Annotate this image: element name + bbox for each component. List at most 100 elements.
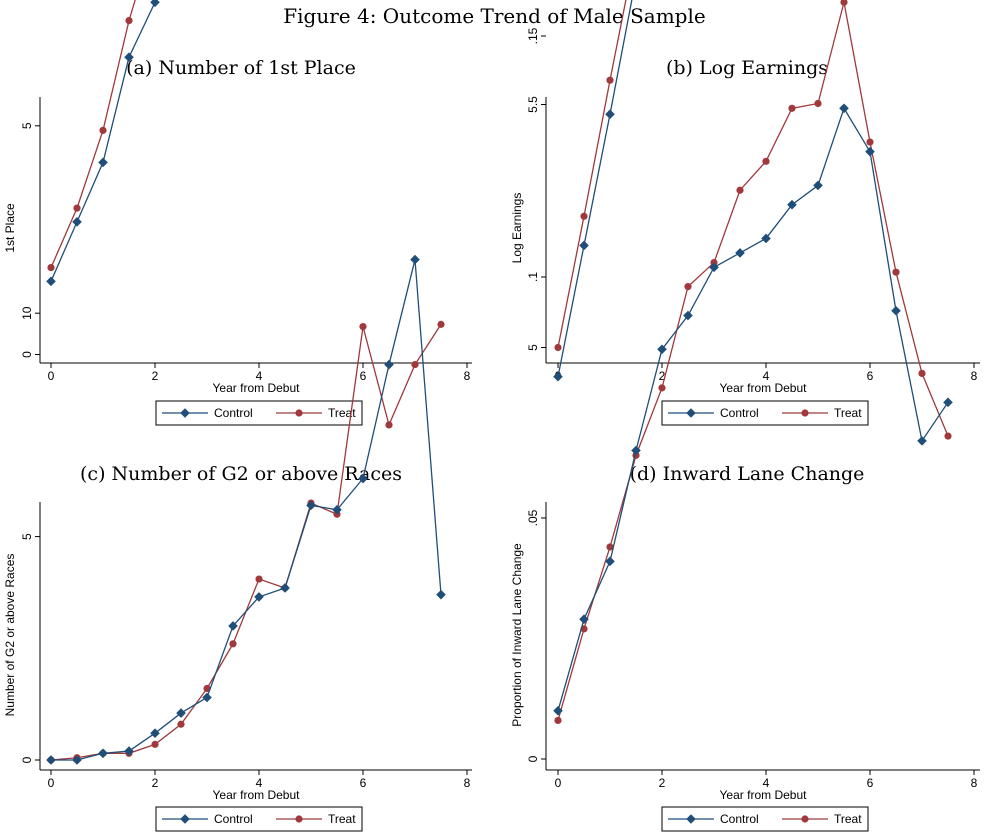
treat-point: [866, 138, 874, 146]
x-tick-label: 4: [256, 369, 263, 383]
legend-treat-marker: [295, 815, 303, 823]
treat-point: [125, 16, 133, 25]
x-tick-label: 8: [464, 776, 471, 790]
panel-c-title: (c) Number of G2 or above Races: [80, 463, 402, 485]
figure-title: Figure 4: Outcome Trend of Male Sample: [283, 4, 706, 28]
x-tick-label: 2: [659, 369, 666, 383]
series-line-control: [557, 106, 949, 711]
treat-point: [710, 258, 718, 267]
control-point: [579, 614, 589, 625]
legend-control-marker: [686, 408, 696, 418]
legend-treat-label: Treat: [834, 406, 862, 420]
x-tick-label: 6: [867, 369, 874, 383]
control-point: [228, 621, 238, 631]
x-tick-label: 4: [763, 369, 770, 383]
control-point: [98, 748, 108, 759]
treat-point: [944, 432, 952, 440]
control-point: [553, 371, 563, 382]
x-tick-label: 2: [152, 369, 159, 383]
y-axis-label: Number of G2 or above Races: [3, 554, 17, 717]
treat-point: [203, 684, 211, 693]
control-point: [306, 500, 316, 511]
y-axis-label: Proportion of Inward Lane Change: [510, 543, 524, 727]
control-point: [579, 240, 589, 251]
x-tick-label: 0: [48, 776, 55, 790]
control-point: [332, 504, 342, 515]
control-point: [202, 692, 212, 703]
series-line-control: [557, 0, 633, 377]
control-point: [657, 344, 667, 355]
control-point: [254, 592, 264, 602]
control-point: [787, 199, 797, 210]
treat-point: [385, 421, 393, 429]
legend-treat-marker: [801, 409, 809, 417]
control-point: [98, 157, 108, 168]
control-point: [917, 436, 927, 446]
y-tick-label: 5: [526, 344, 540, 351]
treat-point: [151, 740, 159, 748]
plot-panel-3: 0 .05 .1 .15 0 2 4 6 8 Year from Debut Proportion …: [510, 0, 980, 832]
y-tick-label: 10: [20, 306, 34, 320]
control-point: [46, 755, 56, 765]
control-point: [410, 254, 420, 265]
legend-control-label: Control: [214, 406, 253, 420]
control-point: [683, 310, 693, 321]
control-point: [605, 109, 615, 120]
series-line-control: [50, 0, 157, 282]
control-point: [436, 589, 446, 600]
y-axis-label: 1st Place: [3, 203, 17, 253]
control-point: [124, 746, 134, 756]
series-line-treat: [557, 2, 949, 721]
treat-point: [47, 263, 55, 272]
control-point: [46, 276, 56, 287]
y-tick-label: .15: [526, 27, 540, 44]
x-tick-label: 2: [152, 776, 159, 790]
treat-point: [762, 157, 770, 165]
legend-treat-label: Treat: [328, 812, 356, 826]
x-axis-label: Year from Debut: [720, 788, 808, 802]
series-line-control: [51, 259, 442, 761]
x-tick-label: 8: [971, 776, 978, 790]
treat-point: [554, 716, 562, 725]
control-point: [865, 146, 875, 157]
x-tick-label: 8: [464, 369, 471, 383]
control-point: [176, 708, 186, 718]
control-point: [150, 0, 160, 8]
x-tick-label: 0: [48, 369, 55, 383]
legend-control-label: Control: [214, 812, 253, 826]
y-tick-label: 0: [20, 756, 34, 763]
control-point: [761, 233, 771, 244]
legend-treat-marker: [295, 409, 303, 417]
treat-point: [606, 76, 614, 84]
x-tick-label: 2: [659, 776, 666, 790]
legend: Control Treat: [155, 806, 363, 832]
panel-a-title: (a) Number of 1st Place: [126, 57, 356, 79]
legend-control-label: Control: [720, 406, 759, 420]
treat-point: [580, 212, 588, 220]
legend: Control Treat: [661, 806, 869, 832]
x-tick-label: 0: [555, 776, 562, 790]
y-tick-label: 0: [20, 351, 34, 358]
treat-point: [359, 323, 367, 331]
x-tick-label: 6: [867, 776, 874, 790]
x-axis-label: Year from Debut: [213, 381, 301, 395]
legend-treat-marker: [801, 815, 809, 823]
y-axis-label: Log Earnings: [510, 193, 524, 264]
treat-point: [437, 320, 445, 328]
series-line-treat: [557, 0, 627, 348]
treat-point: [554, 343, 562, 352]
treat-point: [788, 104, 796, 112]
x-tick-label: 4: [763, 776, 770, 790]
control-point: [605, 556, 615, 567]
control-point: [813, 180, 823, 191]
treat-point: [73, 204, 81, 212]
x-tick-label: 8: [971, 369, 978, 383]
y-tick-label: 5.5: [526, 96, 540, 113]
control-point: [384, 359, 394, 370]
treat-point: [177, 720, 185, 728]
treat-point: [658, 384, 666, 392]
control-point: [124, 52, 134, 62]
